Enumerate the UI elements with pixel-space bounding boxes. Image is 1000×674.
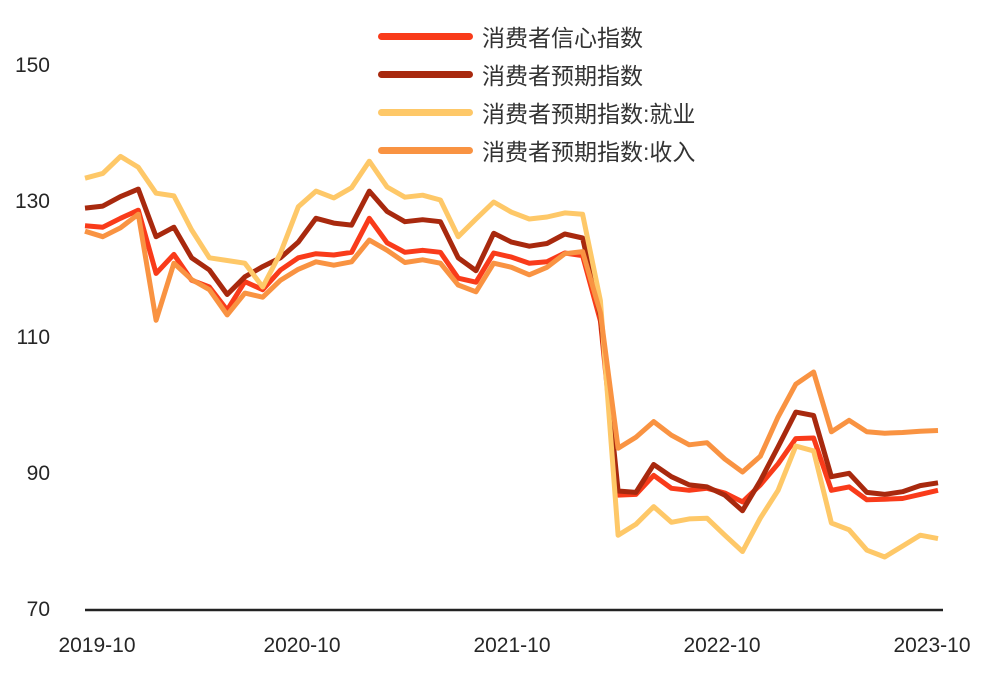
x-tick-2022-10: 2022-10	[683, 634, 761, 657]
expectation-employment-line	[84, 153, 939, 560]
legend-item-expectation: 消费者预期指数	[378, 55, 695, 93]
legend-label-expectation-employment: 消费者预期指数:就业	[482, 101, 696, 127]
y-tick-110: 110	[16, 326, 50, 349]
y-tick-150: 150	[14, 54, 50, 77]
y-tick-130: 130	[14, 190, 50, 213]
chart-legend: 消费者信心指数 消费者预期指数 消费者预期指数:就业 消费者预期指数:收入	[378, 17, 695, 169]
legend-label-expectation-income: 消费者预期指数:收入	[482, 139, 696, 165]
y-tick-70: 70	[26, 598, 50, 621]
y-tick-90: 90	[26, 462, 50, 485]
legend-label-cci: 消费者信心指数	[482, 25, 643, 51]
legend-item-cci: 消费者信心指数	[378, 17, 695, 55]
legend-item-expectation-employment: 消费者预期指数:就业	[378, 93, 695, 131]
legend-label-expectation: 消费者预期指数	[482, 63, 643, 89]
cci-legend-swatch	[378, 32, 473, 40]
expectation-employment-legend-swatch	[378, 108, 473, 116]
expectation-line	[84, 186, 939, 514]
expectation-legend-swatch	[378, 70, 473, 78]
legend-item-expectation-income: 消费者预期指数:收入	[378, 131, 695, 169]
cci-line	[84, 207, 939, 505]
expectation-income-legend-swatch	[378, 146, 473, 154]
x-tick-2021-10: 2021-10	[473, 634, 551, 657]
expectation-income-line	[84, 211, 939, 475]
x-tick-2019-10: 2019-10	[58, 634, 136, 657]
series-lines	[84, 153, 939, 560]
x-tick-2020-10: 2020-10	[263, 634, 341, 657]
x-tick-2023-10: 2023-10	[893, 634, 971, 657]
